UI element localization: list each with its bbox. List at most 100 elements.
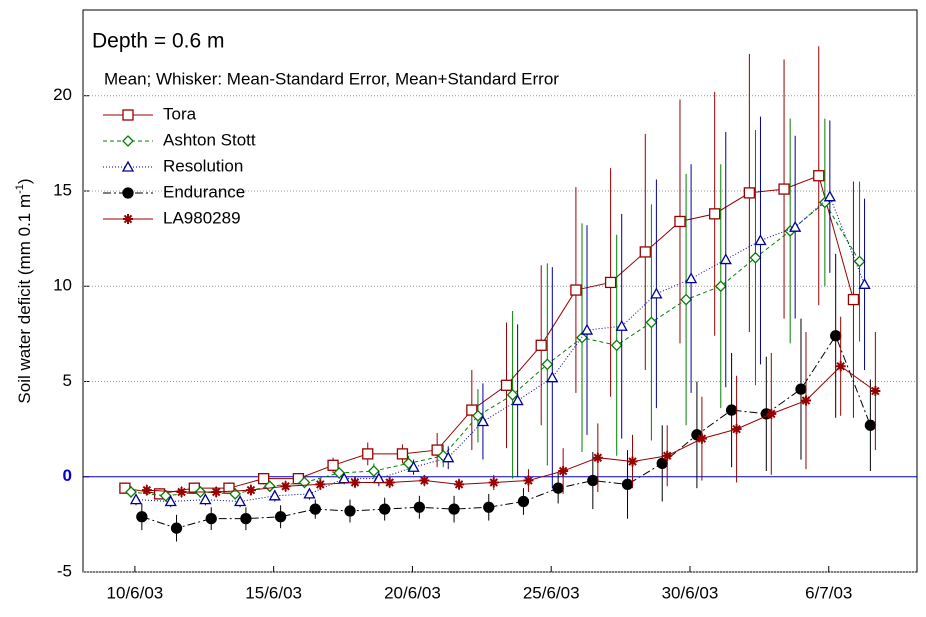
x-tick-label: 30/6/03 (662, 583, 719, 602)
data-point (639, 246, 651, 258)
data-point (419, 475, 430, 486)
data-point (853, 255, 866, 268)
data-point (176, 486, 187, 497)
data-point (258, 473, 270, 485)
data-point (778, 183, 790, 195)
legend-marker (121, 160, 135, 172)
data-point (800, 395, 811, 406)
data-point (696, 433, 707, 444)
data-point (570, 284, 582, 296)
data-point (303, 487, 316, 499)
data-point (280, 481, 291, 492)
data-point (333, 467, 346, 479)
y-axis-label: Soil water deficit (mm 0.1 m-1) (14, 178, 35, 403)
data-point (136, 511, 148, 523)
y-tick-label: -5 (57, 561, 72, 580)
data-point (847, 293, 860, 306)
chart-title: Depth = 0.6 m (92, 30, 225, 53)
data-point (327, 459, 339, 471)
data-point (274, 511, 287, 523)
data-point (466, 404, 478, 416)
series-line (130, 201, 860, 497)
data-point (500, 379, 513, 391)
data-point (535, 339, 547, 351)
data-point (141, 485, 152, 496)
data-point (674, 215, 686, 228)
data-point (483, 501, 495, 513)
data-point (309, 503, 321, 515)
data-point (754, 234, 767, 246)
y-tick-label: 20 (53, 85, 72, 104)
data-point (592, 452, 603, 463)
y-tick-label: 5 (63, 371, 72, 390)
chart-subtitle: Mean; Whisker: Mean-Standard Error, Mean… (104, 69, 559, 88)
y-tick-label: 15 (53, 180, 72, 199)
legend-marker (122, 135, 134, 147)
legend-label: Resolution (163, 156, 243, 175)
y-label-main: Soil water deficit (mm 0.1 m (15, 194, 34, 404)
data-point (680, 293, 693, 306)
data-point (552, 482, 564, 494)
data-point (233, 495, 247, 507)
data-point (442, 451, 455, 463)
series-line (124, 175, 854, 495)
data-point (662, 450, 673, 461)
x-tick-label: 15/6/03 (245, 583, 302, 602)
data-point (615, 319, 628, 331)
legend-marker (122, 187, 134, 199)
data-point (610, 339, 623, 352)
data-point (789, 220, 802, 232)
data-point (627, 456, 638, 467)
series-line (141, 334, 871, 529)
data-point (813, 170, 825, 182)
data-point (129, 493, 143, 505)
data-point (709, 208, 721, 220)
legend-label: LA980289 (163, 208, 241, 227)
data-point (523, 475, 534, 486)
data-point (870, 386, 881, 397)
data-point (558, 466, 569, 477)
data-point (743, 187, 756, 199)
data-point (159, 489, 172, 502)
legend-marker (122, 109, 134, 121)
data-point (714, 280, 727, 293)
data-point (725, 404, 738, 416)
data-point (835, 361, 846, 372)
legend-label: Endurance (163, 182, 245, 201)
y-tick-label: 0 (63, 466, 72, 485)
y-tick-label: 10 (53, 276, 72, 295)
data-point (541, 358, 554, 371)
data-point (125, 486, 137, 498)
data-point (240, 513, 252, 525)
data-point (684, 272, 698, 284)
x-tick-label: 25/6/03 (523, 583, 580, 602)
data-point (587, 474, 599, 487)
data-point (604, 276, 617, 289)
data-point (379, 503, 391, 515)
data-point (656, 457, 668, 470)
data-point (344, 505, 356, 517)
data-point (719, 253, 732, 265)
data-point (864, 419, 877, 431)
data-point (766, 408, 777, 419)
data-point (245, 485, 256, 496)
legend-label: Tora (163, 104, 197, 123)
data-point (476, 415, 490, 427)
data-point (749, 251, 762, 264)
data-point (396, 448, 409, 460)
data-point (431, 444, 443, 456)
data-point (413, 501, 426, 513)
data-point (349, 477, 360, 488)
legend-label: Ashton Stott (163, 130, 256, 149)
data-point (858, 277, 871, 289)
data-point (517, 495, 530, 508)
data-point (511, 394, 524, 406)
data-point (472, 409, 484, 422)
data-point (546, 371, 559, 383)
data-point (448, 503, 460, 515)
x-tick-label: 20/6/03 (384, 583, 441, 602)
data-point (580, 323, 594, 335)
data-point (795, 383, 807, 395)
data-point (830, 330, 842, 342)
